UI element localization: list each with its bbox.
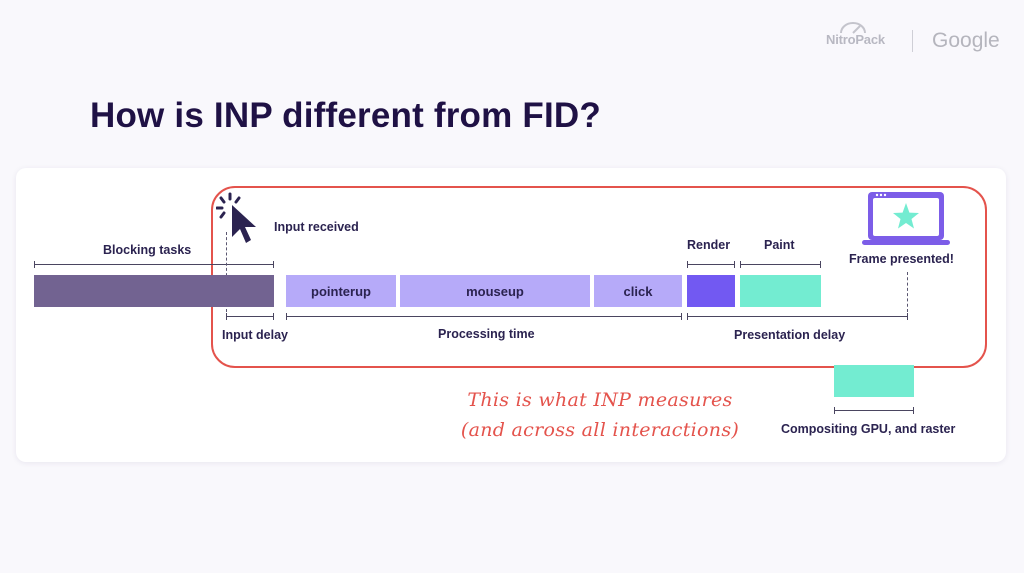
paint-bar <box>740 275 821 307</box>
bracket-tick <box>740 261 741 268</box>
input-received-marker <box>226 232 227 312</box>
bracket-tick <box>907 313 908 320</box>
processing-time-bracket <box>286 316 682 317</box>
processing-time-label: Processing time <box>438 327 535 341</box>
blocking-tasks-bracket <box>34 264 274 265</box>
laptop-star-icon <box>862 192 950 245</box>
render-bar <box>687 275 735 307</box>
bracket-tick <box>273 261 274 268</box>
mouseup-label: mouseup <box>466 283 524 299</box>
nitropack-logo: NitroPack <box>826 32 885 47</box>
render-label: Render <box>687 238 731 252</box>
input-delay-label: Input delay <box>222 328 288 342</box>
bracket-tick <box>834 407 835 414</box>
logo-divider <box>912 30 913 52</box>
compositing-bracket <box>834 410 914 411</box>
pointerup-label: pointerup <box>311 283 371 299</box>
compositing-bar <box>834 365 914 397</box>
slide-title: How is INP different from FID? <box>90 96 601 135</box>
input-received-label: Input received <box>274 220 359 234</box>
nitropack-arc-icon <box>840 22 866 34</box>
bracket-tick <box>681 313 682 320</box>
bracket-tick <box>734 261 735 268</box>
click-event-bar: click <box>594 275 682 307</box>
inp-annotation-line-1: This is what INP measures <box>467 389 733 411</box>
paint-label: Paint <box>764 238 795 252</box>
inp-annotation-line-2: (and across all interactions) <box>460 419 740 441</box>
frame-presented-marker <box>907 272 908 312</box>
compositing-label: Compositing GPU, and raster <box>781 422 956 436</box>
bracket-tick <box>273 313 274 320</box>
presentation-delay-bracket <box>687 316 908 317</box>
cursor-click-icon <box>216 192 256 243</box>
bracket-tick <box>687 261 688 268</box>
bracket-tick <box>226 313 227 320</box>
mouseup-event-bar: mouseup <box>400 275 590 307</box>
paint-bracket <box>740 264 821 265</box>
bracket-tick <box>687 313 688 320</box>
click-label: click <box>623 283 653 299</box>
pointerup-event-bar: pointerup <box>286 275 396 307</box>
frame-presented-label: Frame presented! <box>849 252 954 266</box>
diagram-card <box>16 168 1006 462</box>
bracket-tick <box>286 313 287 320</box>
presentation-delay-label: Presentation delay <box>734 328 846 342</box>
bracket-tick <box>820 261 821 268</box>
bracket-tick <box>913 407 914 414</box>
blocking-tasks-label: Blocking tasks <box>103 243 192 257</box>
inp-annotation: This is what INP measures (and across al… <box>440 385 760 445</box>
render-bracket <box>687 264 735 265</box>
bracket-tick <box>34 261 35 268</box>
google-logo: Google <box>932 29 1000 52</box>
blocking-tasks-bar <box>34 275 274 307</box>
input-delay-bracket <box>226 316 274 317</box>
brand-logos: NitroPack Google <box>826 22 1006 56</box>
